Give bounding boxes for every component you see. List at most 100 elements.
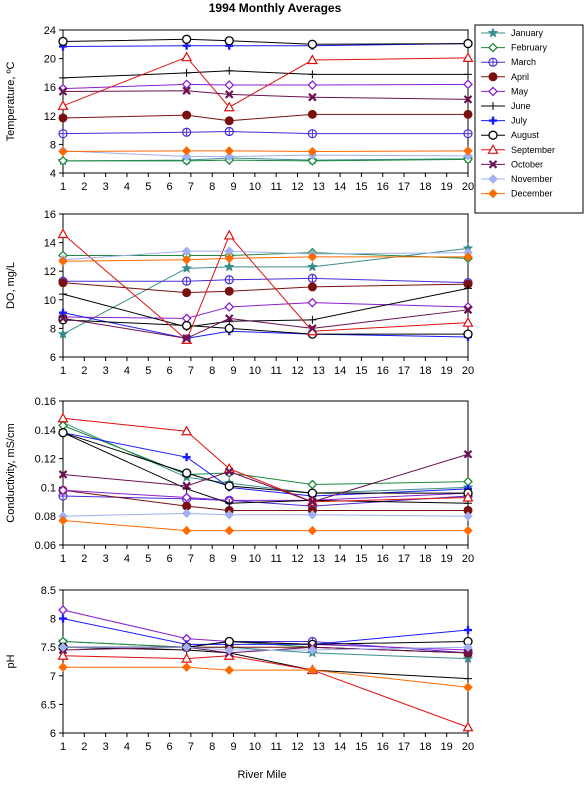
series-line bbox=[63, 666, 469, 688]
series-march bbox=[58, 126, 473, 139]
x-tick-label: 11 bbox=[270, 365, 281, 377]
data-point bbox=[58, 155, 68, 166]
data-point bbox=[307, 261, 318, 272]
data-point bbox=[463, 151, 473, 161]
x-tick-label: 17 bbox=[398, 365, 410, 377]
data-point bbox=[463, 95, 473, 104]
series-february bbox=[58, 420, 473, 490]
series-line bbox=[62, 432, 468, 494]
data-point bbox=[463, 450, 473, 459]
x-tick-label: 11 bbox=[270, 181, 281, 193]
data-point bbox=[463, 476, 473, 487]
series-july bbox=[59, 614, 472, 649]
legend-marker bbox=[488, 130, 498, 140]
x-tick-label: 1 bbox=[60, 553, 66, 565]
x-tick-label: 13 bbox=[313, 181, 325, 193]
x-tick-label: 3 bbox=[103, 741, 109, 753]
y-tick-label: 7 bbox=[50, 671, 56, 683]
series-line bbox=[62, 432, 469, 504]
series-january bbox=[57, 242, 474, 339]
series-october bbox=[58, 305, 473, 343]
data-point bbox=[224, 314, 234, 323]
data-point bbox=[58, 278, 68, 288]
y-tick-label: 4 bbox=[50, 168, 56, 180]
series-december bbox=[58, 252, 473, 266]
data-point bbox=[58, 605, 68, 615]
data-point bbox=[58, 314, 68, 323]
legend-label: November bbox=[511, 174, 553, 184]
legend-label: September bbox=[511, 145, 555, 155]
series-june bbox=[59, 66, 472, 82]
data-point bbox=[308, 497, 317, 507]
series-december bbox=[58, 146, 473, 157]
series-september bbox=[57, 51, 474, 112]
series-line bbox=[62, 287, 469, 328]
y-tick-label: 24 bbox=[44, 25, 56, 37]
x-tick-label: 13 bbox=[313, 741, 325, 753]
legend-item: May bbox=[481, 86, 529, 96]
data-point bbox=[59, 73, 67, 82]
series-line bbox=[62, 247, 469, 335]
x-tick-label: 17 bbox=[398, 741, 410, 753]
x-tick-label: 10 bbox=[249, 741, 261, 753]
y-tick-label: 20 bbox=[44, 54, 56, 66]
data-point bbox=[182, 453, 191, 462]
legend-label: July bbox=[511, 116, 528, 126]
data-point bbox=[224, 665, 234, 675]
data-point bbox=[224, 286, 234, 296]
data-point bbox=[464, 674, 472, 683]
data-point bbox=[58, 36, 68, 47]
series-line bbox=[62, 150, 469, 153]
legend-item: June bbox=[481, 101, 531, 111]
x-tick-label: 5 bbox=[145, 553, 151, 565]
data-point bbox=[181, 425, 193, 436]
data-point bbox=[58, 146, 68, 157]
data-point bbox=[182, 110, 192, 120]
series-july bbox=[59, 39, 472, 51]
series-line bbox=[63, 277, 469, 284]
data-point bbox=[307, 155, 318, 166]
legend-marker bbox=[488, 188, 498, 199]
y-tick-label: 12 bbox=[44, 111, 56, 123]
data-point bbox=[182, 68, 191, 77]
series-october bbox=[58, 450, 473, 507]
x-tick-label: 3 bbox=[103, 553, 109, 565]
data-point bbox=[464, 284, 472, 293]
series-august bbox=[58, 315, 473, 339]
series-january bbox=[57, 152, 474, 166]
y-tick-label: 0.06 bbox=[35, 540, 56, 552]
data-point bbox=[224, 126, 234, 137]
series-line bbox=[62, 520, 468, 532]
x-tick-label: 6 bbox=[167, 741, 173, 753]
data-point bbox=[306, 54, 318, 65]
legend-item: September bbox=[481, 144, 555, 155]
data-point bbox=[224, 151, 234, 162]
x-tick-label: 19 bbox=[441, 741, 453, 753]
series-november bbox=[58, 508, 473, 521]
legend-marker bbox=[489, 102, 497, 110]
x-tick-label: 2 bbox=[81, 365, 87, 377]
data-point bbox=[307, 488, 318, 498]
x-tick-label: 6 bbox=[167, 365, 173, 377]
x-tick-label: 20 bbox=[462, 553, 474, 565]
data-point bbox=[463, 511, 473, 521]
data-point bbox=[224, 116, 234, 126]
chart-title: 1994 Monthly Averages bbox=[209, 1, 342, 15]
x-tick-label: 4 bbox=[124, 741, 130, 753]
x-tick-label: 12 bbox=[291, 365, 303, 377]
x-tick-label: 17 bbox=[398, 553, 410, 565]
legend-marker bbox=[488, 57, 498, 67]
data-point bbox=[181, 51, 193, 62]
data-point bbox=[181, 146, 192, 156]
data-point bbox=[181, 320, 192, 331]
y-axis-title: pH bbox=[5, 654, 17, 668]
y-tick-label: 6 bbox=[50, 728, 56, 740]
legend-item: March bbox=[481, 57, 536, 67]
x-tick-label: 10 bbox=[249, 553, 261, 565]
series-line bbox=[62, 655, 469, 728]
series-april bbox=[58, 278, 473, 298]
data-point bbox=[225, 499, 234, 508]
